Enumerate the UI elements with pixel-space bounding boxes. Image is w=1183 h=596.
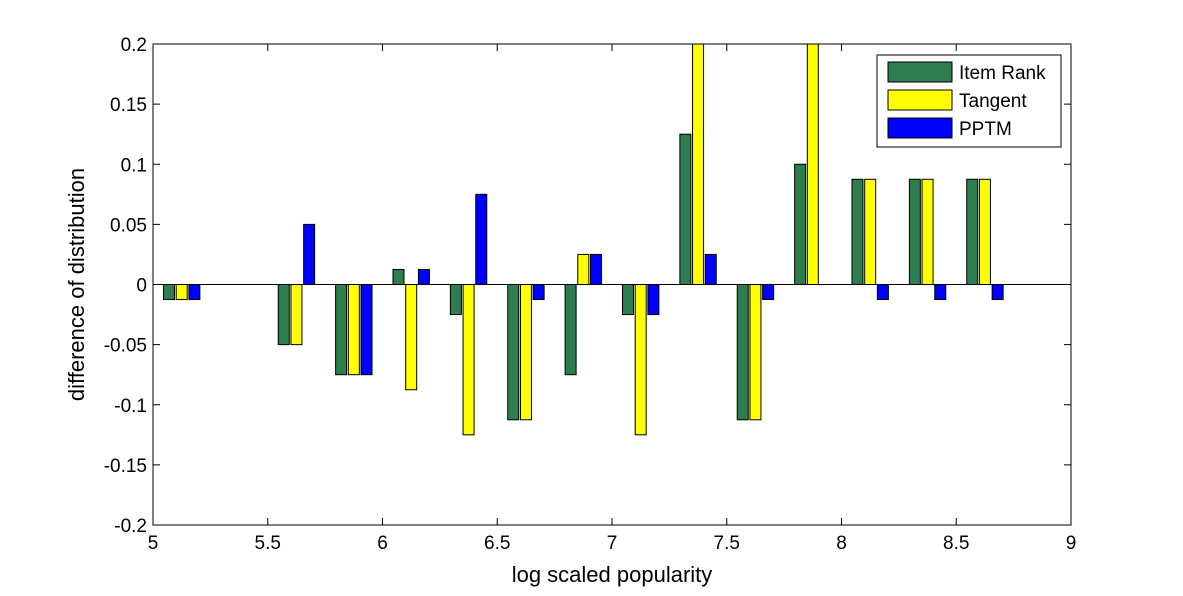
- bar-item-rank: [507, 284, 520, 421]
- bar-pptm: [303, 223, 316, 286]
- bar-tangent: [577, 253, 590, 286]
- bar-tangent: [978, 178, 991, 285]
- bar-tangent: [519, 284, 532, 421]
- bar-item-rank: [335, 284, 348, 376]
- bar-pptm: [188, 284, 201, 301]
- bar-pptm: [934, 284, 947, 301]
- bar-item-rank: [621, 284, 634, 316]
- x-tick-label: 7.5: [714, 533, 740, 554]
- bar-item-rank: [277, 284, 290, 346]
- bar-pptm: [532, 284, 545, 301]
- bar-pptm: [876, 284, 889, 301]
- bar-pptm: [647, 284, 660, 316]
- bar-item-rank: [564, 284, 577, 376]
- bar-tangent: [347, 284, 360, 376]
- bar-item-rank: [679, 133, 692, 285]
- bar-tangent: [921, 178, 934, 285]
- x-tick-label: 5.5: [255, 533, 281, 554]
- bar-item-rank: [851, 178, 864, 285]
- y-axis: 0.2 0.15 0.1 0.05 0 -0.05 -0.1 -0.15 -0.2: [104, 35, 1071, 537]
- bar-item-rank: [162, 284, 175, 301]
- bar-item-rank: [908, 178, 921, 285]
- bar-tangent: [462, 284, 475, 436]
- y-tick-label: 0.2: [121, 35, 147, 56]
- x-tick-label: 8: [836, 533, 847, 554]
- bar-tangent: [864, 178, 877, 285]
- bar-tangent: [290, 284, 303, 346]
- bar-item-rank: [736, 284, 749, 421]
- y-tick-label: -0.15: [104, 456, 147, 477]
- legend-label-tangent: Tangent: [959, 91, 1027, 112]
- legend-swatch-tangent: [887, 89, 953, 111]
- x-axis: 5 5.5 6 6.5 7 7.5 8 8.5 9: [148, 44, 1077, 554]
- x-tick-label: 5: [148, 533, 159, 554]
- y-axis-label: difference of distribution: [64, 168, 89, 401]
- x-tick-label: 6: [377, 533, 388, 554]
- bar-pptm: [991, 284, 1004, 301]
- bar-tangent: [806, 43, 819, 285]
- bar-pptm: [475, 193, 488, 285]
- legend-swatch-pptm: [887, 117, 953, 139]
- legend-label-pptm: PPTM: [959, 119, 1012, 140]
- bar-pptm: [360, 284, 373, 376]
- y-tick-label: 0.05: [110, 215, 147, 236]
- bar-tangent: [405, 284, 418, 391]
- y-tick-label: -0.2: [114, 516, 147, 537]
- bar-pptm: [590, 253, 603, 286]
- x-tick-label: 7: [607, 533, 618, 554]
- bar-pptm: [704, 253, 717, 286]
- bar-tangent: [692, 43, 705, 285]
- bar-item-rank: [966, 178, 979, 285]
- x-tick-label: 6.5: [484, 533, 510, 554]
- bar-tangent: [749, 284, 762, 421]
- bar-item-rank: [449, 284, 462, 316]
- legend-swatch-item-rank: [887, 61, 953, 83]
- x-tick-label: 9: [1066, 533, 1077, 554]
- bar-item-rank: [794, 163, 807, 285]
- bar-tangent: [634, 284, 647, 436]
- y-tick-label: 0.15: [110, 95, 147, 116]
- y-tick-label: 0: [136, 276, 147, 297]
- y-tick-label: 0.1: [121, 155, 147, 176]
- bar-tangent: [175, 284, 188, 301]
- legend: Item Rank Tangent PPTM: [876, 54, 1062, 148]
- bar-pptm: [417, 268, 430, 286]
- x-axis-label: log scaled popularity: [512, 562, 713, 587]
- x-tick-label: 8.5: [943, 533, 969, 554]
- bar-item-rank: [392, 268, 405, 286]
- y-tick-label: -0.1: [114, 396, 147, 417]
- legend-label-item-rank: Item Rank: [959, 63, 1046, 84]
- bar-pptm: [762, 284, 775, 301]
- y-tick-label: -0.05: [104, 336, 147, 357]
